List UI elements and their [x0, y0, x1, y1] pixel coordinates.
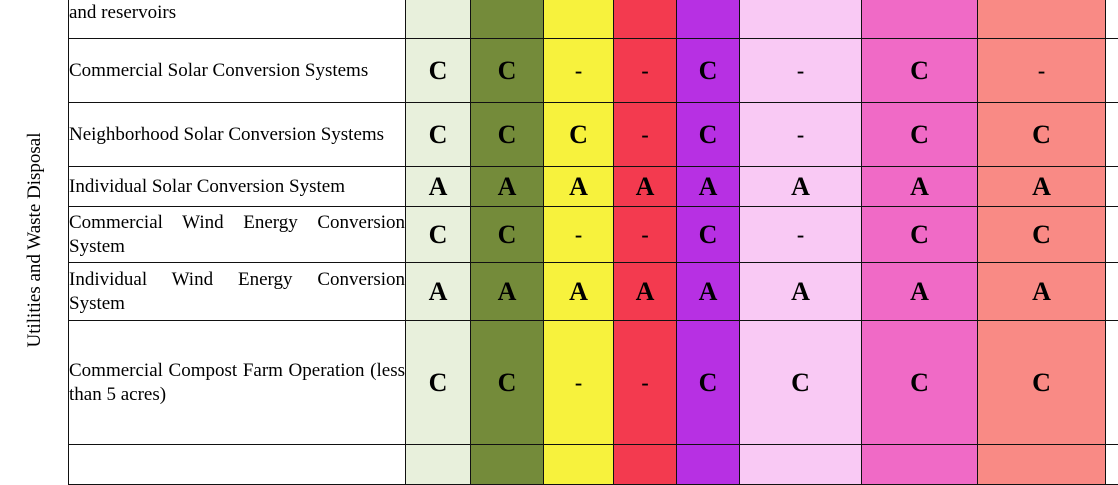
land-use-name: Neighborhood Solar Conversion Systems [69, 103, 406, 167]
permission-cell: A [614, 263, 677, 321]
table-row: Commercial Compost Farm Operation (less … [69, 321, 1118, 445]
permission-cell: C [471, 321, 544, 445]
permission-cell: C [978, 321, 1106, 445]
permission-cell: A [862, 167, 978, 207]
permission-cell: C [978, 207, 1106, 263]
land-use-name [69, 445, 406, 485]
permission-cell: C [406, 103, 471, 167]
permission-cell [544, 445, 614, 485]
permission-cell: A [978, 167, 1106, 207]
permission-cell: A [544, 167, 614, 207]
permission-cell: C [862, 103, 978, 167]
permission-cell [614, 445, 677, 485]
permission-cell: C [862, 39, 978, 103]
land-use-name: Individual Wind Energy Conversion System [69, 263, 406, 321]
permission-cell: C [677, 321, 740, 445]
land-use-name: Individual Solar Conversion System [69, 167, 406, 207]
permission-cell [1106, 39, 1118, 103]
permission-cell: - [978, 39, 1106, 103]
permission-cell [471, 445, 544, 485]
land-use-table-page: Utilities and Waste Disposal and reservo… [0, 0, 1118, 462]
permission-cell: A [740, 167, 862, 207]
permission-cell: C [862, 321, 978, 445]
permission-cell: A [471, 263, 544, 321]
permission-cell [406, 0, 471, 39]
permission-cell: C [544, 103, 614, 167]
category-label: Utilities and Waste Disposal [24, 132, 46, 347]
permission-cell [978, 445, 1106, 485]
permission-cell: A [614, 167, 677, 207]
permission-cell [1106, 321, 1118, 445]
permission-cell [677, 445, 740, 485]
permission-cell: - [740, 207, 862, 263]
permission-cell [862, 0, 978, 39]
permission-cell: A [677, 263, 740, 321]
permission-cell: C [406, 207, 471, 263]
permission-cell [614, 0, 677, 39]
permission-cell: C [740, 321, 862, 445]
permission-cell [740, 445, 862, 485]
permission-cell [1106, 445, 1118, 485]
permission-cell: - [614, 103, 677, 167]
permission-cell: A [862, 263, 978, 321]
permission-cell: C [406, 39, 471, 103]
permission-cell: - [544, 39, 614, 103]
permission-cell [1106, 263, 1118, 321]
permission-cell: C [677, 39, 740, 103]
permission-cell: A [740, 263, 862, 321]
permission-cell [471, 0, 544, 39]
permission-cell [1106, 207, 1118, 263]
permission-cell: C [406, 321, 471, 445]
permission-cell: - [544, 321, 614, 445]
permission-cell: C [471, 39, 544, 103]
permission-cell [862, 445, 978, 485]
permission-cell: C [471, 207, 544, 263]
permission-cell: - [740, 103, 862, 167]
permission-cell: - [614, 207, 677, 263]
permission-cell [1106, 167, 1118, 207]
table-row [69, 445, 1118, 485]
permission-cell: C [677, 207, 740, 263]
permission-cell [677, 0, 740, 39]
land-use-name: Commercial Solar Conversion Systems [69, 39, 406, 103]
permission-cell: C [677, 103, 740, 167]
permission-cell: A [406, 263, 471, 321]
permission-cell: C [471, 103, 544, 167]
permission-cell: A [406, 167, 471, 207]
permission-cell: - [614, 321, 677, 445]
permission-cell [740, 0, 862, 39]
land-use-name: and reservoirs [69, 0, 406, 39]
permission-cell [1106, 103, 1118, 167]
table-row: Individual Wind Energy Conversion System… [69, 263, 1118, 321]
permission-cell: A [544, 263, 614, 321]
table-row: and reservoirs [69, 0, 1118, 39]
permission-cell [1106, 0, 1118, 39]
land-use-name: Commercial Wind Energy Conversion System [69, 207, 406, 263]
permission-cell: - [614, 39, 677, 103]
permission-cell [978, 0, 1106, 39]
permission-cell: A [677, 167, 740, 207]
permission-cell: A [471, 167, 544, 207]
land-use-name: Commercial Compost Farm Operation (less … [69, 321, 406, 445]
permission-cell: - [740, 39, 862, 103]
permission-cell: C [862, 207, 978, 263]
permission-cell: - [544, 207, 614, 263]
permission-cell: C [978, 103, 1106, 167]
permission-cell [406, 445, 471, 485]
permission-cell: A [978, 263, 1106, 321]
table-row: Commercial Wind Energy Conversion System… [69, 207, 1118, 263]
permission-cell [544, 0, 614, 39]
